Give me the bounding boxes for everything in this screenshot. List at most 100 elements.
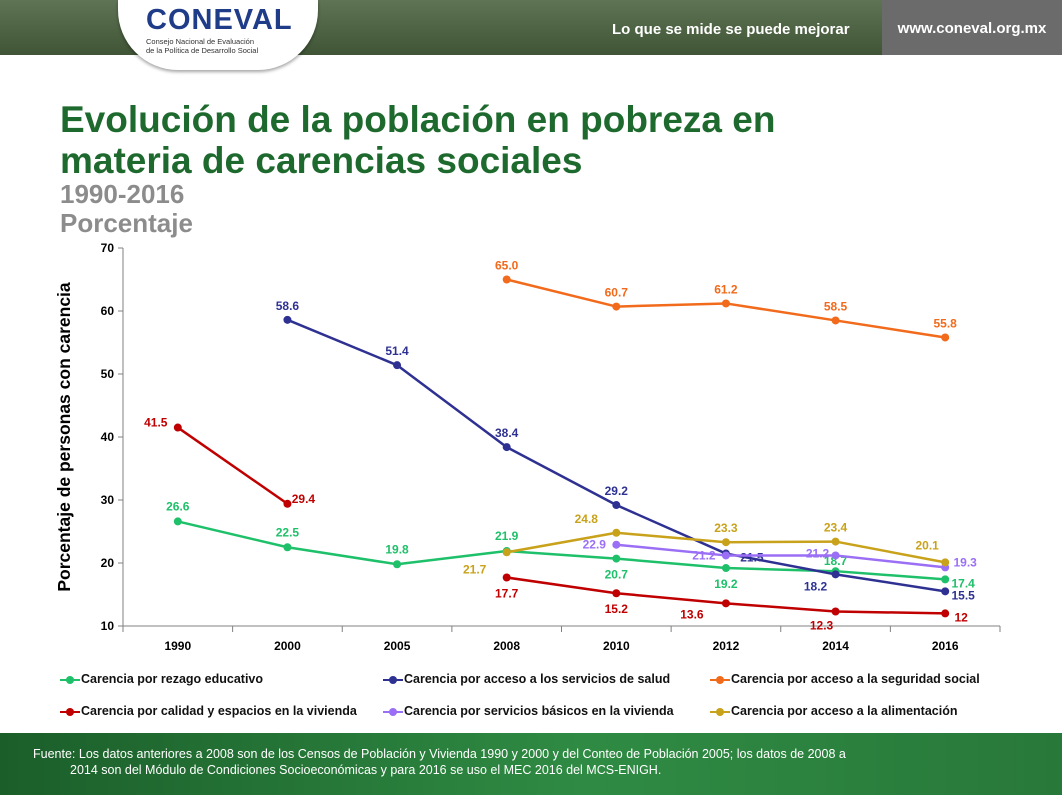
data-label: 12 [955, 610, 969, 624]
data-label: 19.3 [954, 555, 978, 569]
data-point [502, 548, 511, 557]
data-point [612, 554, 621, 563]
data-label: 18.7 [824, 554, 848, 568]
subtitle-period: 1990-2016 [60, 179, 185, 209]
legend-item: Carencia por rezago educativo [60, 672, 263, 686]
x-tick-label: 2005 [384, 639, 411, 653]
data-point [393, 560, 402, 569]
data-point [941, 558, 950, 567]
data-label: 61.2 [714, 282, 738, 296]
legend-item: Carencia por acceso a la alimentación [710, 704, 958, 718]
y-tick-label: 50 [101, 367, 115, 381]
data-label: 29.2 [605, 484, 629, 498]
y-axis-title: Porcentaje de personas con carencia [54, 282, 74, 592]
data-point [941, 609, 950, 618]
y-tick-label: 10 [101, 619, 115, 633]
legend-label: Carencia por servicios básicos en la viv… [404, 704, 674, 718]
data-label: 21.2 [806, 546, 830, 560]
data-label: 22.5 [276, 525, 300, 539]
data-label: 22.9 [583, 538, 607, 552]
data-label: 29.4 [292, 492, 316, 506]
data-label: 21.7 [463, 562, 487, 576]
data-label: 21.5 [740, 551, 764, 565]
data-point [283, 543, 292, 552]
logo-subtitle-line1: Consejo Nacional de Evaluación [146, 37, 254, 46]
website-box [882, 0, 1062, 55]
data-point [502, 443, 511, 452]
data-point [721, 299, 730, 308]
data-point [721, 564, 730, 573]
data-point [393, 361, 402, 370]
data-label: 19.8 [385, 542, 409, 556]
y-tick-label: 30 [101, 493, 115, 507]
data-point [283, 499, 292, 508]
website-url[interactable]: www.coneval.org.mx [897, 20, 1047, 37]
legend-label: Carencia por acceso a la seguridad socia… [731, 672, 980, 686]
series-2: 58.6 51.4 38.4 29.2 21.5 18.2 15.5 [276, 299, 975, 603]
logo-tab [118, 0, 318, 70]
source-note-line2: 2014 son del Módulo de Condiciones Socio… [70, 763, 662, 777]
data-label: 23.3 [714, 521, 738, 535]
series-3: 65.0 60.7 61.2 58.5 55.8 [495, 259, 957, 342]
data-label: 55.8 [934, 316, 958, 330]
data-point [502, 573, 511, 582]
data-label: 60.7 [605, 286, 629, 300]
page-title-line2: materia de carencias sociales [60, 140, 583, 181]
data-point [612, 540, 621, 549]
x-tick-label: 2012 [713, 639, 740, 653]
data-label: 17.7 [495, 586, 519, 600]
data-label: 15.5 [952, 588, 976, 602]
legend-marker [383, 707, 403, 717]
data-label: 38.4 [495, 426, 519, 440]
data-point [831, 551, 840, 560]
data-label: 12.3 [810, 619, 834, 633]
data-point [502, 275, 511, 284]
footer-bar: Fuente: Los datos anteriores a 2008 son … [0, 733, 1062, 795]
chart-legend: Carencia por rezago educativo Carencia po… [60, 672, 1000, 732]
data-label: 21.2 [692, 548, 716, 562]
data-point [612, 302, 621, 311]
series-line [177, 426, 289, 505]
data-point [173, 423, 182, 432]
legend-label: Carencia por rezago educativo [81, 672, 264, 686]
data-label: 24.8 [575, 512, 599, 526]
data-point [612, 501, 621, 510]
x-tick-label: 2008 [493, 639, 520, 653]
data-label: 17.4 [952, 576, 976, 590]
legend-marker [710, 675, 730, 685]
series-5: 22.9 21.2 21.2 19.3 [583, 538, 978, 572]
slogan: Lo que se mide se puede mejorar [612, 21, 850, 38]
data-label: 51.4 [385, 344, 409, 358]
data-point [941, 575, 950, 584]
data-point [612, 589, 621, 598]
x-tick-label: 1990 [164, 639, 191, 653]
data-label: 65.0 [495, 259, 519, 273]
data-label: 15.2 [605, 602, 629, 616]
data-label: 41.5 [144, 416, 168, 430]
data-label: 20.1 [916, 538, 940, 552]
data-label: 20.7 [605, 568, 629, 582]
data-point [721, 599, 730, 608]
source-note: Fuente: Los datos anteriores a 2008 son … [33, 746, 933, 778]
data-point [283, 315, 292, 324]
x-tick-label: 2016 [932, 639, 959, 653]
coneval-logo: CONEVAL [146, 4, 293, 36]
legend-marker [710, 707, 730, 717]
legend-item: Carencia por acceso a la seguridad socia… [710, 672, 980, 686]
data-label: 58.5 [824, 299, 848, 313]
legend-marker [60, 675, 80, 685]
data-point [721, 551, 730, 560]
y-tick-label: 40 [101, 430, 115, 444]
data-point [831, 570, 840, 579]
subtitle-unit: Porcentaje [60, 208, 193, 238]
data-point [831, 316, 840, 325]
data-point [721, 538, 730, 547]
source-note-line1: Fuente: Los datos anteriores a 2008 son … [33, 747, 846, 761]
data-label: 26.6 [166, 499, 190, 513]
data-point [941, 587, 950, 596]
data-label: 19.2 [714, 577, 738, 591]
data-point [941, 333, 950, 342]
data-point [831, 607, 840, 616]
legend-label: Carencia por acceso a los servicios de s… [404, 672, 671, 686]
